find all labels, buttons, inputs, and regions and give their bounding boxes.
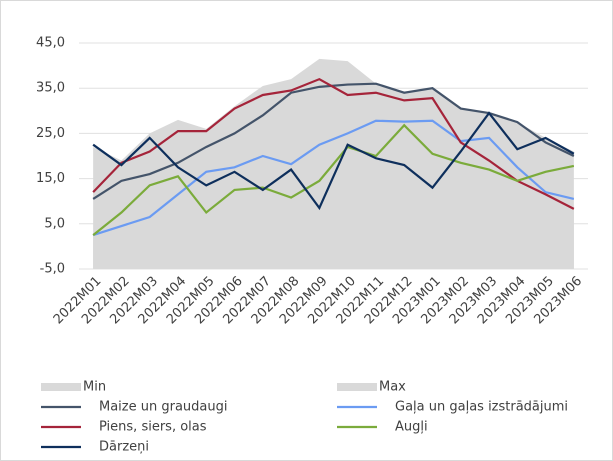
area — [93, 146, 574, 269]
legend-swatch — [337, 383, 377, 391]
y-tick-label: 45,0 — [36, 36, 65, 51]
line — [92, 77, 575, 210]
legend-label: Max — [379, 380, 406, 395]
legend-label: Gaļa un gaļas izstrādājumi — [395, 400, 568, 415]
y-tick-label: 25,0 — [36, 126, 65, 141]
y-tick-label: -5,0 — [40, 262, 65, 277]
line — [92, 123, 575, 236]
legend-label: Dārzeņi — [99, 440, 149, 455]
legend-label: Min — [83, 380, 106, 395]
legend-label: Maize un graudaugi — [99, 400, 227, 415]
y-tick-label: 5,0 — [44, 216, 65, 231]
line — [92, 111, 575, 211]
y-tick-label: 15,0 — [36, 171, 65, 186]
line — [92, 119, 575, 237]
legend-label: Augļi — [395, 420, 428, 435]
legend-label: Piens, siers, olas — [99, 420, 207, 435]
legend-swatch — [41, 383, 81, 391]
line — [92, 82, 575, 200]
y-tick-label: 35,0 — [36, 81, 65, 96]
